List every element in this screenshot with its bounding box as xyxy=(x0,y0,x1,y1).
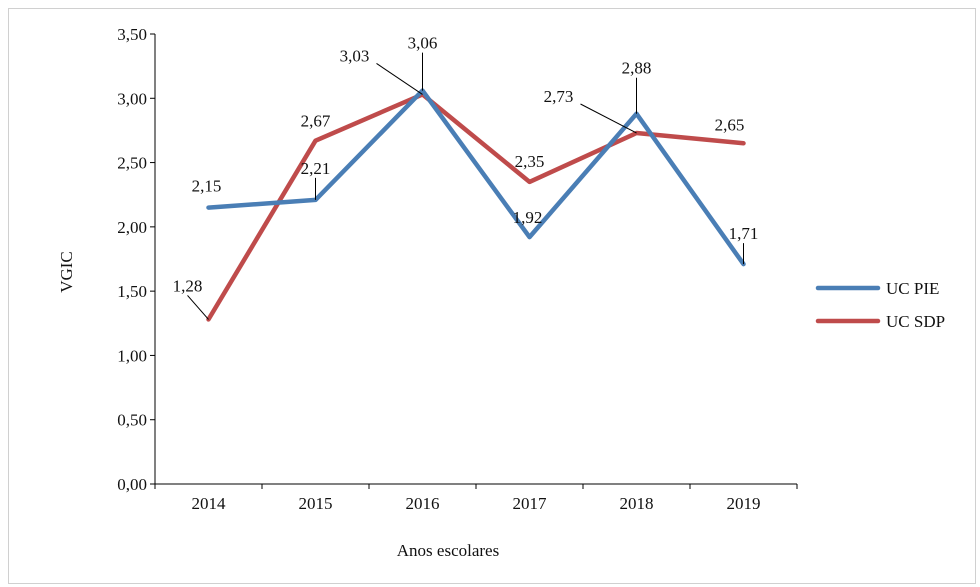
y-tick-label: 0,50 xyxy=(117,411,147,430)
y-tick-label: 2,00 xyxy=(117,218,147,237)
data-label: 2,67 xyxy=(301,112,331,131)
data-label: 2,15 xyxy=(192,177,222,196)
series-line-uc-sdp xyxy=(206,92,746,322)
data-label-leaders xyxy=(187,52,744,320)
data-label: 1,71 xyxy=(729,224,759,243)
axes: 0,00 0,50 1,00 1,50 2,00 2,50 3,00 3,50 2014 2015… xyxy=(117,25,798,513)
y-tick-label: 1,50 xyxy=(117,282,147,301)
x-tick-label: 2014 xyxy=(192,494,227,513)
legend: UC PIE UC SDP xyxy=(815,279,945,331)
y-tick-label: 0,00 xyxy=(117,475,147,494)
data-label: 2,35 xyxy=(515,152,545,171)
data-label: 1,92 xyxy=(513,208,543,227)
data-label: 2,88 xyxy=(622,59,652,78)
x-tick-label: 2016 xyxy=(406,494,440,513)
x-tick-label: 2017 xyxy=(513,494,548,513)
y-tick-label: 3,00 xyxy=(117,89,147,108)
x-tick-label: 2019 xyxy=(727,494,761,513)
x-axis-title: Anos escolares xyxy=(397,541,499,560)
y-tick-label: 3,50 xyxy=(117,25,147,44)
data-label: 1,28 xyxy=(173,276,203,295)
y-axis-title: VGIC xyxy=(57,251,76,293)
data-label: 2,73 xyxy=(544,87,574,106)
y-tick-label: 2,50 xyxy=(117,154,147,173)
data-label: 3,06 xyxy=(408,34,438,53)
series-lines xyxy=(206,88,746,322)
data-label: 2,21 xyxy=(301,159,331,178)
x-tick-label: 2015 xyxy=(299,494,333,513)
chart-frame xyxy=(8,8,976,584)
legend-label: UC SDP xyxy=(886,312,945,331)
series-line-uc-pie xyxy=(206,88,746,267)
data-label-leader xyxy=(376,63,423,95)
data-label: 3,03 xyxy=(340,46,370,65)
data-labels: 2,15 2,21 3,06 1,92 2,88 1,71 1,28 2,67 3,03 2,35… xyxy=(173,34,759,296)
x-tick-label: 2018 xyxy=(620,494,654,513)
data-label: 2,65 xyxy=(715,115,745,134)
data-label-leader xyxy=(580,103,637,134)
data-label-leader xyxy=(187,295,209,320)
legend-label: UC PIE xyxy=(886,279,939,298)
y-tick-label: 1,00 xyxy=(117,346,147,365)
